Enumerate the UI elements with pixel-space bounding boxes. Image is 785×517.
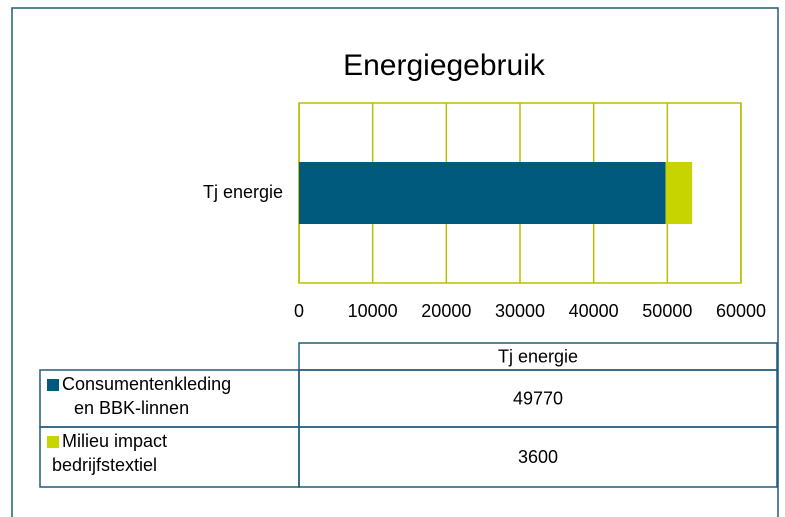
x-tick-label: 50000 <box>642 301 692 321</box>
x-tick-label: 20000 <box>421 301 471 321</box>
bar <box>665 162 693 224</box>
bar <box>299 162 666 224</box>
table-value: 49770 <box>513 388 563 408</box>
frame <box>11 7 779 517</box>
table-value: 3600 <box>518 447 558 467</box>
x-tick-label: 30000 <box>495 301 545 321</box>
legend-swatch <box>47 436 59 448</box>
y-tick-label: Tj energie <box>203 182 283 202</box>
chart-title: Energiegebruik <box>343 49 546 82</box>
x-tick-label: 10000 <box>348 301 398 321</box>
legend-label: Consumentenkleding en BBK-linnen <box>62 374 231 418</box>
table-header: Tj energie <box>498 346 578 366</box>
legend-swatch <box>47 379 59 391</box>
legend-label: Milieu impact bedrijfstextiel <box>52 431 167 475</box>
x-tick-label: 0 <box>294 301 304 321</box>
x-tick-label: 60000 <box>716 301 766 321</box>
x-tick-label: 40000 <box>569 301 619 321</box>
table-value-cell <box>298 426 778 488</box>
